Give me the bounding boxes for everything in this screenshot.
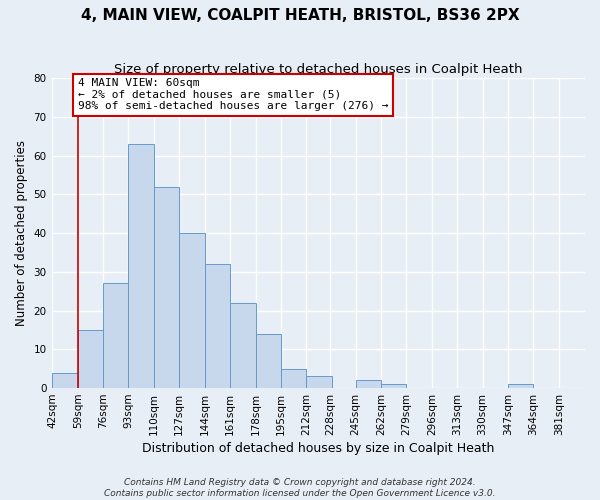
- Bar: [381, 384, 406, 388]
- Text: 4 MAIN VIEW: 60sqm
← 2% of detached houses are smaller (5)
98% of semi-detached : 4 MAIN VIEW: 60sqm ← 2% of detached hous…: [77, 78, 388, 112]
- Bar: [103, 284, 128, 388]
- Bar: [307, 376, 332, 388]
- Bar: [52, 372, 77, 388]
- Bar: [179, 233, 205, 388]
- Bar: [356, 380, 381, 388]
- Y-axis label: Number of detached properties: Number of detached properties: [15, 140, 28, 326]
- Bar: [205, 264, 230, 388]
- Title: Size of property relative to detached houses in Coalpit Heath: Size of property relative to detached ho…: [114, 62, 523, 76]
- Text: 4, MAIN VIEW, COALPIT HEATH, BRISTOL, BS36 2PX: 4, MAIN VIEW, COALPIT HEATH, BRISTOL, BS…: [80, 8, 520, 22]
- Text: Contains HM Land Registry data © Crown copyright and database right 2024.
Contai: Contains HM Land Registry data © Crown c…: [104, 478, 496, 498]
- Bar: [77, 330, 103, 388]
- Bar: [154, 186, 179, 388]
- Bar: [230, 303, 256, 388]
- Bar: [128, 144, 154, 388]
- X-axis label: Distribution of detached houses by size in Coalpit Heath: Distribution of detached houses by size …: [142, 442, 494, 455]
- Bar: [281, 368, 307, 388]
- Bar: [256, 334, 281, 388]
- Bar: [508, 384, 533, 388]
